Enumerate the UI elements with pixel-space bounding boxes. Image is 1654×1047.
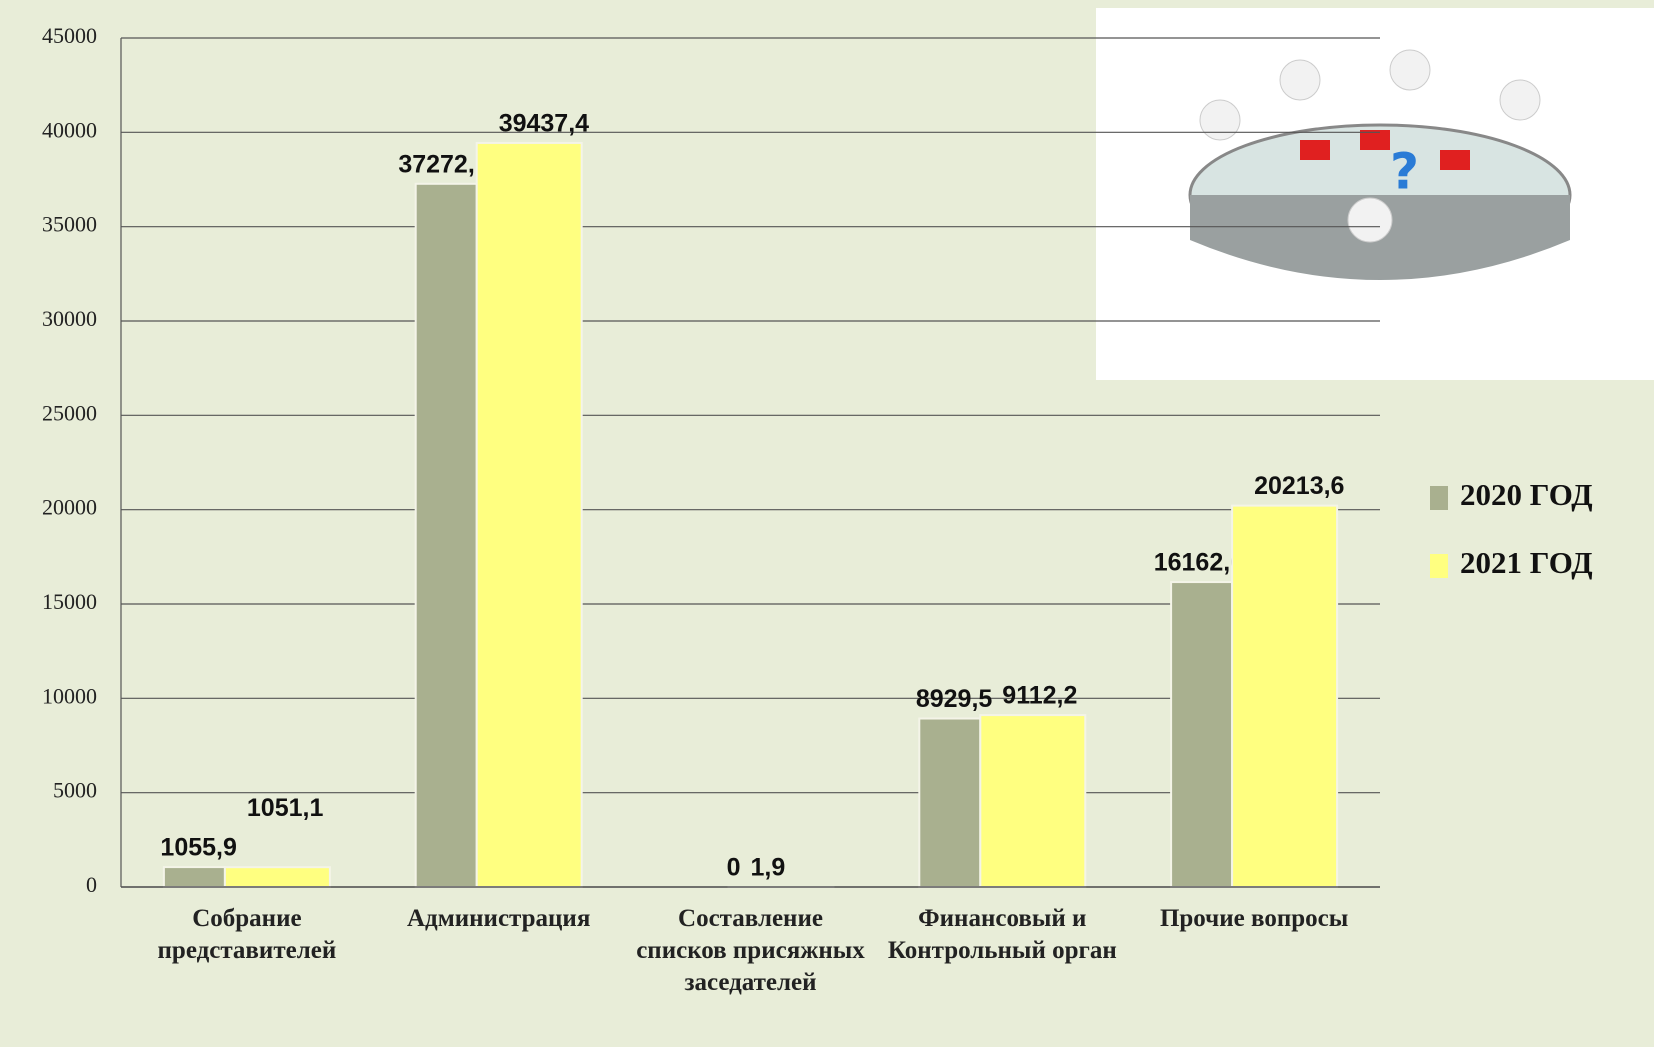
- y-tick-label: 40000: [42, 117, 97, 142]
- y-tick-label: 5000: [53, 778, 97, 803]
- y-tick-label: 10000: [42, 683, 97, 708]
- value-label: 37272,1: [398, 150, 488, 178]
- bar: [1170, 581, 1234, 888]
- y-tick-label: 20000: [42, 495, 97, 520]
- legend-swatch: [1430, 554, 1448, 578]
- x-tick-label: Собрание представителей: [157, 905, 337, 964]
- y-tick-label: 45000: [42, 23, 97, 48]
- y-tick-label: 25000: [42, 400, 97, 425]
- bar: [414, 182, 478, 888]
- value-label: 39437,4: [499, 110, 589, 138]
- bar: [979, 714, 1087, 888]
- bar: [918, 717, 982, 888]
- value-label: 9112,2: [1002, 682, 1077, 710]
- legend-label: 2021 ГОД: [1460, 545, 1593, 580]
- x-tick-label: Прочие вопросы: [1159, 905, 1349, 932]
- value-label: 1051,1: [247, 794, 324, 822]
- value-label: 20213,6: [1254, 472, 1344, 500]
- value-label: 1055,9: [160, 834, 236, 862]
- value-label: 16162,6: [1154, 549, 1244, 577]
- bar: [475, 141, 583, 889]
- x-tick-label: Составление списков присяжных заседателе…: [636, 905, 865, 996]
- meeting-picture: ?: [1096, 8, 1654, 380]
- legend-swatch: [1430, 486, 1448, 510]
- y-tick-label: 35000: [42, 212, 97, 237]
- value-label: 0: [727, 854, 741, 882]
- y-tick-label: 30000: [42, 306, 97, 331]
- bar: [162, 866, 226, 888]
- legend-label: 2020 ГОД: [1460, 477, 1593, 512]
- y-tick-label: 15000: [42, 589, 97, 614]
- value-label: 8929,5: [916, 685, 993, 713]
- x-tick-label: Финансовый и Контрольный орган: [887, 905, 1117, 964]
- svg-text:?: ?: [1390, 143, 1419, 201]
- value-label: 1,9: [751, 854, 786, 882]
- y-tick-label: 0: [86, 872, 97, 897]
- bar: [223, 866, 331, 889]
- bar: [1231, 504, 1339, 888]
- x-tick-label: Администрация: [407, 905, 591, 932]
